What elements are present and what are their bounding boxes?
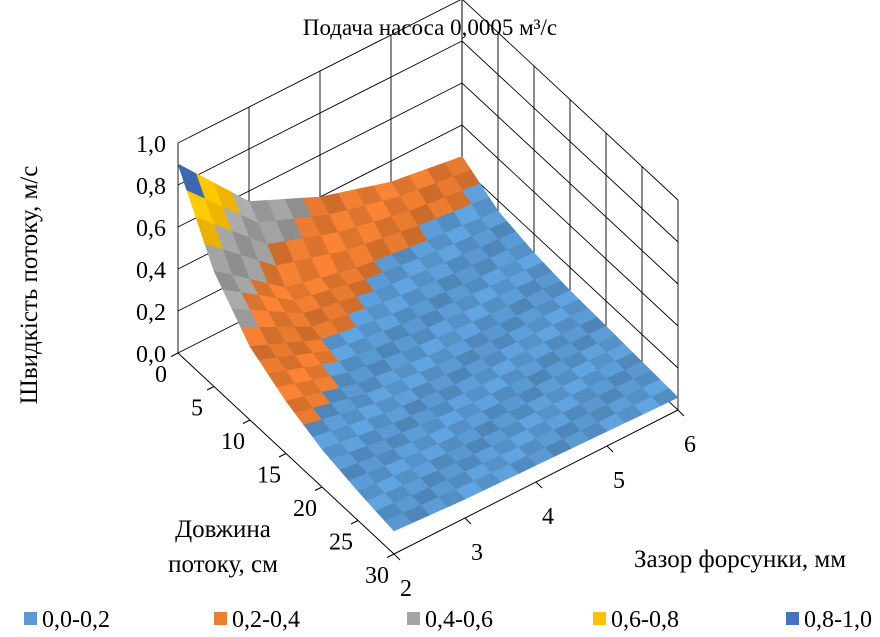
y-tick-label: 5 bbox=[613, 468, 625, 494]
y-tick-mark bbox=[464, 517, 472, 525]
x-tick-mark bbox=[350, 520, 359, 525]
legend-swatch bbox=[786, 612, 799, 625]
legend-swatch bbox=[24, 612, 37, 625]
x-tick-mark bbox=[206, 386, 215, 391]
x-tick-label: 10 bbox=[221, 429, 245, 455]
chart-gridlines bbox=[177, 0, 679, 411]
z-tick-label: 0,8 bbox=[136, 174, 166, 200]
y-tick-label: 6 bbox=[684, 432, 696, 458]
y-tick-mark bbox=[535, 481, 543, 489]
x-tick-label: 15 bbox=[257, 463, 281, 489]
y-tick-mark bbox=[606, 445, 614, 453]
x-tick-label: 20 bbox=[293, 496, 317, 522]
x-tick-mark bbox=[386, 553, 395, 558]
legend-swatch bbox=[593, 612, 606, 625]
x-tick-mark bbox=[314, 486, 323, 491]
x-tick-mark bbox=[242, 419, 251, 424]
y-axis-label: Зазор форсунки, мм bbox=[634, 546, 846, 573]
x-tick-label: 25 bbox=[329, 530, 353, 556]
surface-cell bbox=[384, 512, 413, 532]
x-tick-label: 0 bbox=[155, 362, 167, 388]
y-tick-mark bbox=[677, 409, 685, 417]
legend-label: 0,6-0,8 bbox=[611, 607, 679, 633]
surface-plot bbox=[177, 156, 679, 532]
legend-swatch bbox=[214, 612, 227, 625]
legend-swatch bbox=[407, 612, 420, 625]
y-tick-label: 3 bbox=[471, 540, 483, 566]
x-tick-mark bbox=[278, 453, 287, 458]
x-axis-label-line1: Довжина bbox=[175, 516, 271, 543]
legend: 0,0-0,2 0,2-0,4 0,4-0,6 0,6-0,8 0,8-1,0 bbox=[24, 607, 872, 633]
legend-label: 0,4-0,6 bbox=[425, 607, 493, 633]
x-tick-mark bbox=[170, 352, 179, 357]
z-tick-label: 0,4 bbox=[136, 258, 166, 284]
z-tick-label: 0,6 bbox=[136, 216, 166, 242]
legend-label: 0,8-1,0 bbox=[804, 607, 872, 633]
z-tick-label: 0,0 bbox=[136, 342, 166, 368]
legend-label: 0,2-0,4 bbox=[232, 607, 300, 633]
y-tick-mark bbox=[393, 553, 401, 561]
chart-axes bbox=[170, 352, 685, 561]
x-tick-label: 5 bbox=[191, 396, 203, 422]
z-tick-label: 1,0 bbox=[136, 132, 166, 158]
x-axis-label-line2: потоку, см bbox=[168, 551, 278, 578]
x-tick-label: 30 bbox=[365, 563, 389, 589]
z-axis-label: Швидкість потоку, м/с bbox=[16, 166, 43, 405]
legend-label: 0,0-0,2 bbox=[42, 607, 110, 633]
chart-title: Подача насоса 0,0005 м³/с bbox=[303, 15, 557, 40]
y-tick-label: 2 bbox=[400, 576, 412, 602]
y-tick-label: 4 bbox=[542, 504, 554, 530]
z-tick-label: 0,2 bbox=[136, 300, 166, 326]
